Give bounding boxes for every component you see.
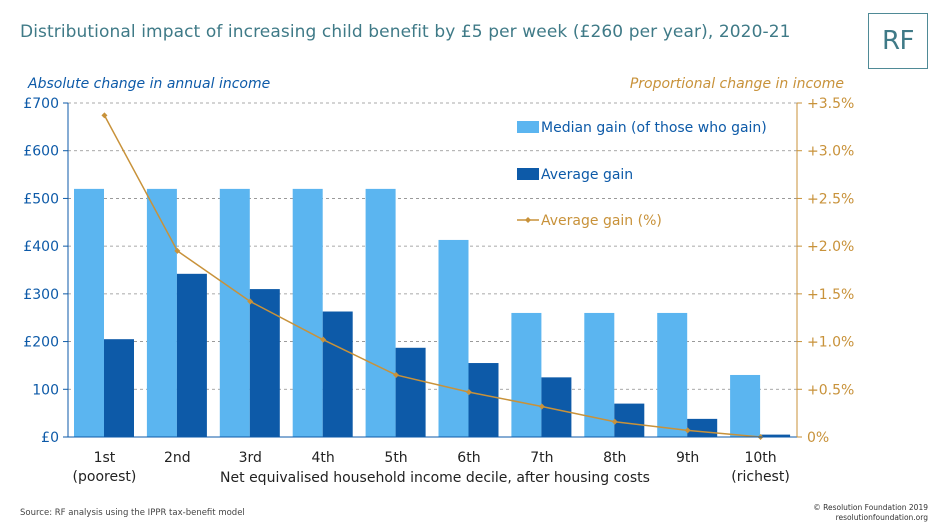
source-note: Source: RF analysis using the IPPR tax-b… bbox=[20, 508, 245, 518]
line-point bbox=[393, 371, 400, 378]
x-tick-label: 9th bbox=[676, 450, 699, 466]
right-tick-label: +2.0% bbox=[807, 239, 854, 255]
bar-average bbox=[468, 363, 499, 437]
legend-label: Average gain bbox=[541, 167, 633, 183]
x-tick-label: 7th bbox=[530, 450, 553, 466]
x-axis-title: Net equivalised household income decile,… bbox=[220, 470, 650, 486]
bar-average bbox=[176, 273, 207, 437]
bar-median bbox=[365, 188, 396, 437]
bar-median bbox=[511, 312, 542, 437]
x-tick-label: 3rd bbox=[239, 450, 262, 466]
x-tick-label: 1st bbox=[94, 450, 116, 466]
copyright-text: © Resolution Foundation 2019 bbox=[813, 503, 928, 512]
x-tick-label: 6th bbox=[457, 450, 480, 466]
line-series bbox=[101, 112, 764, 440]
bar-average bbox=[760, 434, 791, 437]
right-tick-label: +3.0% bbox=[807, 144, 854, 160]
right-tick-label: +2.5% bbox=[807, 191, 854, 207]
left-tick-label: £500 bbox=[23, 191, 59, 207]
right-tick-label: +1.0% bbox=[807, 335, 854, 351]
legend-marker bbox=[525, 217, 531, 223]
legend-label: Median gain (of those who gain) bbox=[541, 120, 767, 136]
right-tick-label: +1.5% bbox=[807, 287, 854, 303]
bar-median bbox=[657, 312, 688, 437]
x-tick-label: 2nd bbox=[164, 450, 191, 466]
left-tick-label: £0 bbox=[41, 430, 59, 446]
bar-median bbox=[219, 188, 250, 437]
copyright-note: © Resolution Foundation 2019 resolutionf… bbox=[813, 503, 928, 523]
x-tick-label: 8th bbox=[603, 450, 626, 466]
line-point bbox=[538, 403, 545, 410]
bar-median bbox=[146, 188, 177, 437]
right-tick-label: +3.5% bbox=[807, 96, 854, 112]
left-tick-label: 100 bbox=[32, 382, 59, 398]
x-tick-label: (richest) bbox=[731, 469, 790, 485]
legend-swatch bbox=[517, 121, 539, 133]
x-tick-label: 10th bbox=[744, 450, 776, 466]
bar-average bbox=[104, 339, 134, 437]
site-text: resolutionfoundation.org bbox=[835, 513, 928, 522]
line-point bbox=[465, 389, 472, 396]
legend-label: Average gain (%) bbox=[541, 213, 662, 229]
left-tick-label: £600 bbox=[23, 144, 59, 160]
bars bbox=[74, 188, 791, 437]
axes: £0 100 £200 £300 £400 £500 £600 £700 0% +0.5% +1.0… bbox=[23, 96, 854, 485]
left-tick-label: £300 bbox=[23, 287, 59, 303]
line-point bbox=[247, 298, 254, 305]
bar-median bbox=[292, 188, 323, 437]
rf-logo: RF bbox=[868, 13, 928, 69]
bar-average bbox=[395, 347, 426, 437]
line-point bbox=[320, 336, 327, 343]
line-point bbox=[684, 427, 691, 434]
right-axis-title: Proportional change in income bbox=[630, 76, 844, 92]
right-tick-label: +0.5% bbox=[807, 382, 854, 398]
line-average-gain-pct bbox=[103, 115, 761, 438]
bar-median bbox=[74, 188, 104, 437]
line-point bbox=[174, 247, 181, 254]
left-tick-label: £400 bbox=[23, 239, 59, 255]
x-tick-label: (poorest) bbox=[73, 469, 137, 485]
bar-median bbox=[730, 374, 761, 437]
x-tick-label: 5th bbox=[384, 450, 407, 466]
right-tick-label: 0% bbox=[807, 430, 829, 446]
bar-average bbox=[249, 289, 280, 437]
x-tick-label: 4th bbox=[312, 450, 335, 466]
left-axis-title: Absolute change in annual income bbox=[27, 76, 270, 92]
bar-average bbox=[687, 418, 718, 437]
line-point bbox=[611, 418, 618, 425]
line-point bbox=[101, 112, 108, 119]
chart-title: Distributional impact of increasing chil… bbox=[20, 22, 791, 42]
bar-average bbox=[322, 311, 353, 437]
bar-median bbox=[438, 239, 469, 437]
bar-average bbox=[614, 403, 645, 437]
legend-swatch bbox=[517, 168, 539, 180]
legend: Median gain (of those who gain) Average g… bbox=[517, 120, 767, 229]
left-tick-label: £200 bbox=[23, 335, 59, 351]
left-tick-label: £700 bbox=[23, 96, 59, 112]
